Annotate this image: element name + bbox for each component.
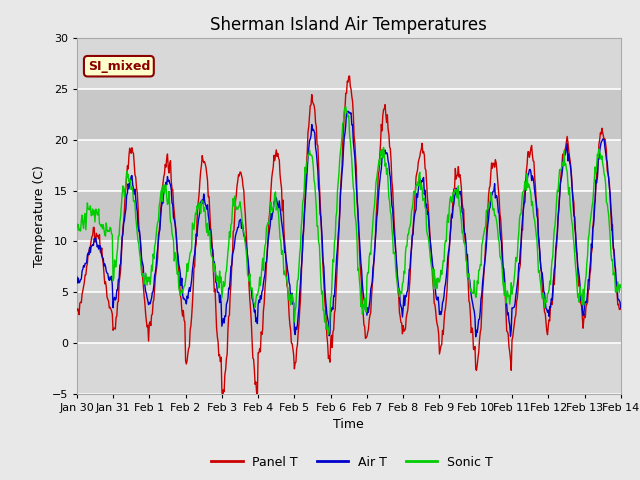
Air T [193, 231, 200, 237]
Text: SI_mixed: SI_mixed [88, 60, 150, 72]
Panel T [219, 401, 227, 407]
Bar [77, 38, 621, 89]
Bar [77, 292, 621, 343]
Y-axis label: Temperature (C): Temperature (C) [33, 165, 46, 267]
Panel T [216, 352, 223, 358]
Bar [77, 89, 621, 140]
Air T [617, 305, 625, 311]
Line: Panel T: Panel T [77, 76, 621, 404]
Panel T [568, 189, 576, 194]
Sonic T [341, 105, 349, 110]
Sonic T [73, 227, 81, 232]
Line: Sonic T: Sonic T [77, 107, 621, 334]
Air T [448, 213, 456, 218]
Air T [472, 334, 479, 340]
Air T [340, 134, 348, 140]
Line: Air T: Air T [77, 111, 621, 337]
Bar [77, 343, 621, 394]
Panel T [395, 293, 403, 299]
Bar [77, 140, 621, 191]
Sonic T [395, 286, 403, 291]
Sonic T [617, 284, 625, 290]
Panel T [346, 73, 353, 79]
Air T [344, 108, 352, 114]
Sonic T [193, 212, 200, 217]
Sonic T [449, 199, 456, 204]
Panel T [449, 212, 456, 217]
Legend: Panel T, Air T, Sonic T: Panel T, Air T, Sonic T [206, 451, 498, 474]
Sonic T [342, 104, 349, 109]
Panel T [193, 241, 200, 247]
Panel T [617, 306, 625, 312]
Sonic T [568, 222, 576, 228]
Air T [568, 191, 576, 197]
Panel T [341, 105, 349, 110]
Air T [394, 277, 402, 283]
Air T [216, 300, 223, 305]
Sonic T [324, 331, 332, 337]
X-axis label: Time: Time [333, 418, 364, 431]
Panel T [73, 308, 81, 314]
Air T [73, 274, 81, 279]
Bar [77, 191, 621, 241]
Sonic T [216, 268, 223, 274]
Bar [77, 241, 621, 292]
Title: Sherman Island Air Temperatures: Sherman Island Air Temperatures [211, 16, 487, 34]
